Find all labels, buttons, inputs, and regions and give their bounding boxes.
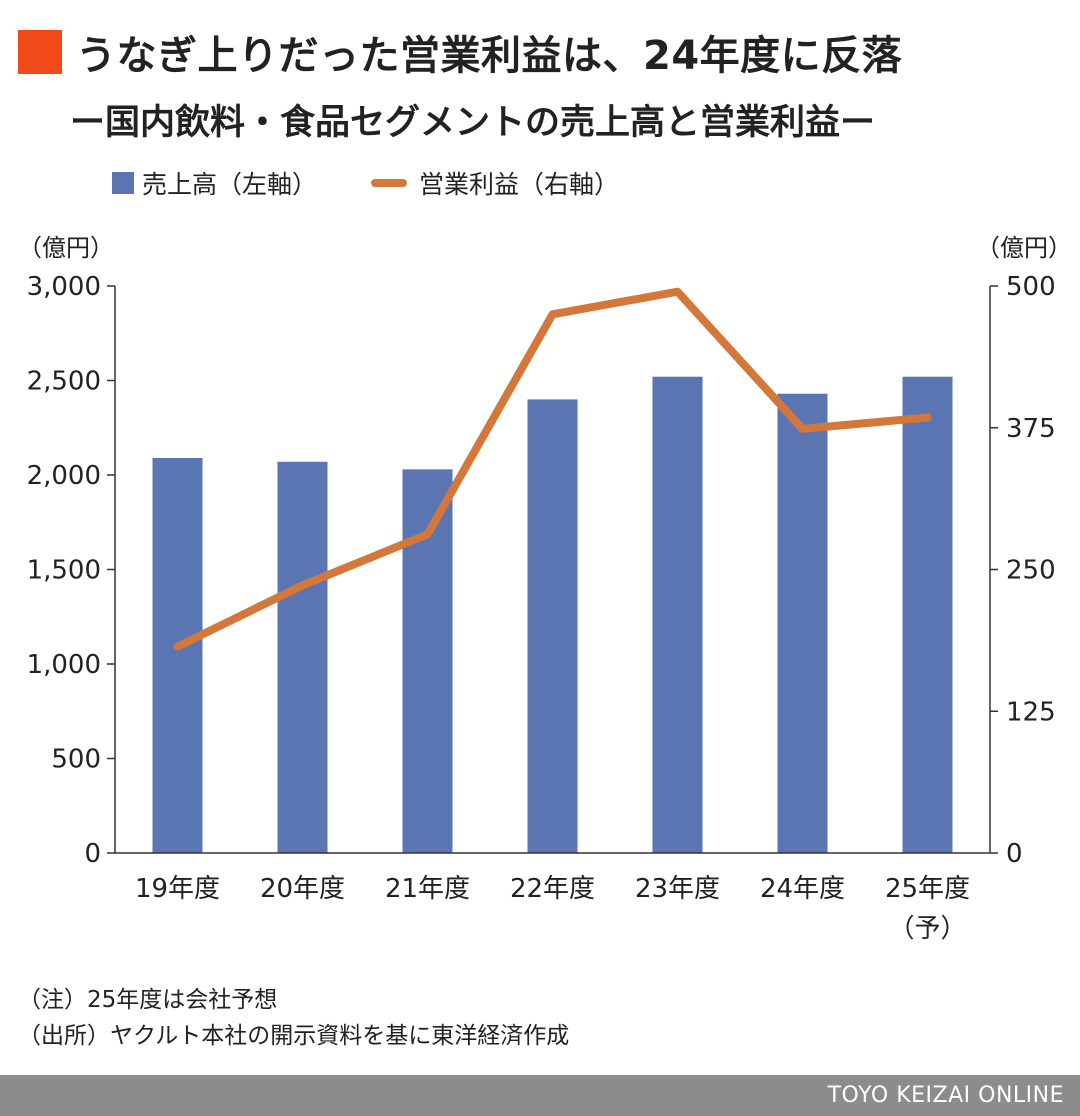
bar-1: [277, 461, 328, 853]
left-tick-label-4: 2,000: [27, 461, 101, 491]
right-tick-label-4: 500: [1006, 272, 1056, 302]
legend-bar-swatch-icon: [112, 172, 134, 194]
bar-4: [652, 376, 703, 853]
left-axis-unit: （億円）: [18, 234, 114, 262]
footer-brand: TOYO KEIZAI ONLINE: [827, 1083, 1064, 1108]
left-tick-label-6: 3,000: [27, 272, 101, 302]
profit-point-6: [925, 415, 930, 420]
left-tick-label-1: 500: [51, 745, 101, 775]
right-tick-label-2: 250: [1006, 556, 1056, 586]
right-axis-unit: （億円）: [976, 234, 1072, 262]
left-tick-label-3: 1,500: [27, 556, 101, 586]
legend-line-swatch-icon: [371, 179, 408, 187]
note-forecast: （注）25年度は会社予想: [18, 987, 278, 1013]
legend-label-sales: 売上高（左軸）: [142, 170, 318, 199]
bar-6: [902, 376, 953, 853]
category-label-0: 19年度: [135, 874, 220, 904]
chart-subtitle: ー国内飲料・食品セグメントの売上高と営業利益ー: [70, 103, 876, 143]
footer-bar: TOYO KEIZAI ONLINE: [0, 1075, 1080, 1116]
left-tick-label-5: 2,500: [27, 367, 101, 397]
legend: 売上高（左軸） 営業利益（右軸）: [112, 165, 673, 201]
category-label-2: 21年度: [385, 874, 470, 904]
bar-0: [152, 457, 203, 853]
category-note-label: （予）: [888, 914, 966, 944]
profit-point-2: [425, 532, 430, 537]
profit-point-3: [550, 312, 555, 317]
right-tick-label-0: 0: [1006, 839, 1023, 869]
left-tick-label-2: 1,000: [27, 650, 101, 680]
title-block: うなぎ上りだった営業利益は、24年度に反落: [18, 22, 1068, 82]
category-label-3: 22年度: [510, 874, 595, 904]
profit-point-5: [800, 426, 805, 431]
profit-point-4: [675, 289, 680, 294]
category-label-5: 24年度: [760, 874, 845, 904]
category-label-6: 25年度: [885, 874, 970, 904]
profit-point-1: [300, 583, 305, 588]
left-tick-label-0: 0: [84, 839, 101, 869]
category-label-4: 23年度: [635, 874, 720, 904]
right-tick-label-3: 375: [1006, 414, 1056, 444]
bar-5: [777, 393, 828, 853]
title-row: うなぎ上りだった営業利益は、24年度に反落: [18, 22, 1068, 82]
notes: （注）25年度は会社予想 （出所）ヤクルト本社の開示資料を基に東洋経済作成: [18, 982, 569, 1054]
right-tick-label-1: 125: [1006, 697, 1056, 727]
legend-label-profit: 営業利益（右軸）: [419, 170, 620, 199]
note-source: （出所）ヤクルト本社の開示資料を基に東洋経済作成: [18, 1023, 570, 1049]
bar-3: [527, 399, 578, 853]
chart-title: うなぎ上りだった営業利益は、24年度に反落: [76, 33, 903, 79]
title-square-icon: [18, 30, 62, 74]
legend-item-sales: 売上高（左軸）: [112, 165, 317, 201]
category-label-1: 20年度: [260, 874, 345, 904]
profit-point-0: [175, 644, 180, 649]
legend-item-profit: 営業利益（右軸）: [371, 165, 619, 201]
